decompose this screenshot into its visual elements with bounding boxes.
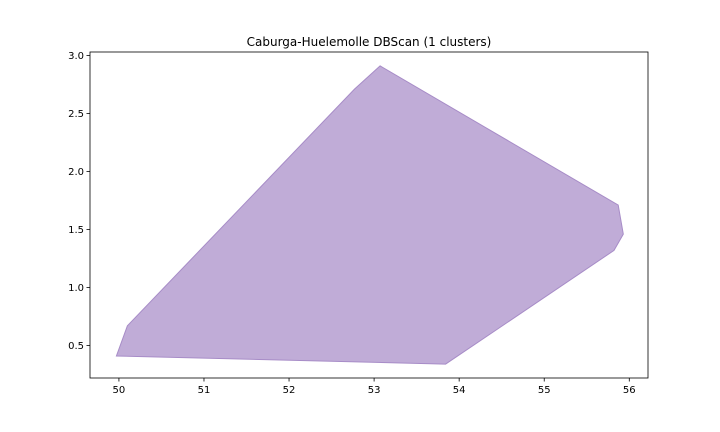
y-tick-label-1: 1.0: [68, 283, 84, 294]
y-tick-label-2: 1.5: [68, 225, 84, 236]
y-axis: 0.5 1.0 1.5 2.0 2.5 3.0: [68, 51, 90, 352]
plot-frame: [89, 51, 649, 379]
x-tick-label-5: 55: [538, 385, 551, 396]
y-tick-label-4: 2.5: [68, 109, 84, 120]
x-tick-label-0: 50: [113, 385, 126, 396]
y-tick-label-5: 3.0: [68, 51, 84, 62]
chart-title: Caburga-Huelemolle DBScan (1 clusters): [247, 35, 492, 49]
y-tick-label-0: 0.5: [68, 341, 84, 352]
x-tick-label-3: 53: [368, 385, 381, 396]
plot-area: [115, 65, 624, 365]
y-tick-label-3: 2.0: [68, 167, 84, 178]
x-axis: 50 51 52 53 54 55 56: [113, 378, 636, 396]
x-tick-label-2: 52: [283, 385, 296, 396]
x-tick-label-1: 51: [198, 385, 211, 396]
x-tick-label-6: 56: [623, 385, 636, 396]
x-tick-label-4: 54: [453, 385, 466, 396]
cluster-polygon-0: [115, 65, 624, 365]
